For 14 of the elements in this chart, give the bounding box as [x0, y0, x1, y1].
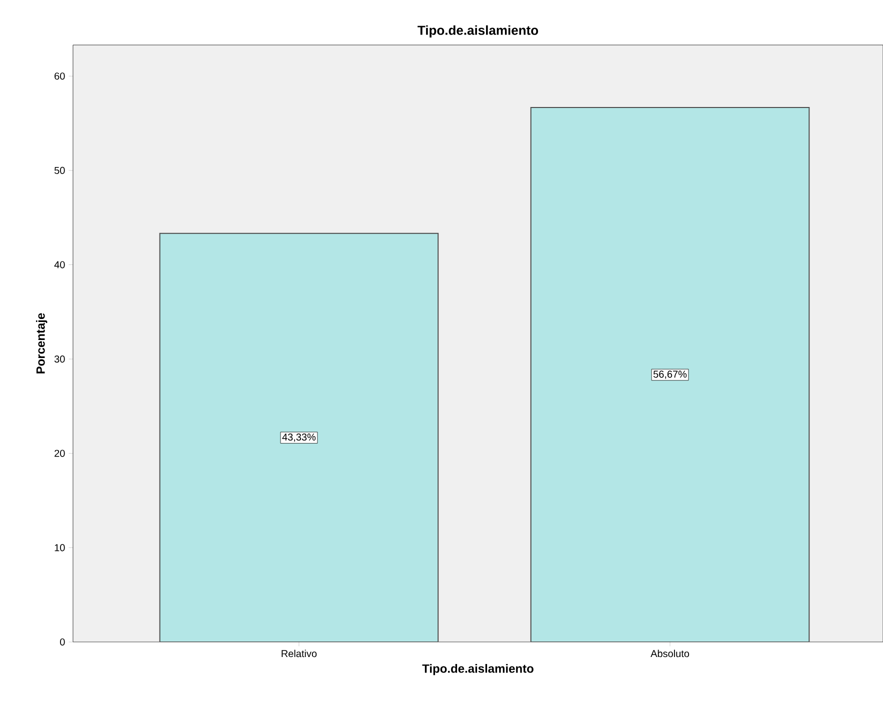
y-tick-label: 60: [54, 72, 65, 80]
y-tick-label: 40: [54, 261, 65, 268]
y-tick-label: 10: [54, 544, 65, 552]
y-tick-label: 0: [60, 638, 65, 646]
data-label: 43,33%: [282, 434, 316, 442]
y-tick-label: 20: [54, 450, 65, 457]
chart-title: Tipo.de.aislamiento: [418, 25, 538, 38]
y-tick-label: 30: [54, 356, 65, 363]
x-tick-label: Absoluto: [650, 650, 690, 658]
x-axis-title: Tipo.de.aislamiento: [422, 664, 534, 676]
data-label: 56,67%: [653, 370, 687, 379]
y-axis-title: Porcentaje: [36, 313, 48, 374]
y-tick-label: 50: [54, 166, 65, 174]
x-tick-label: Relativo: [282, 650, 317, 658]
